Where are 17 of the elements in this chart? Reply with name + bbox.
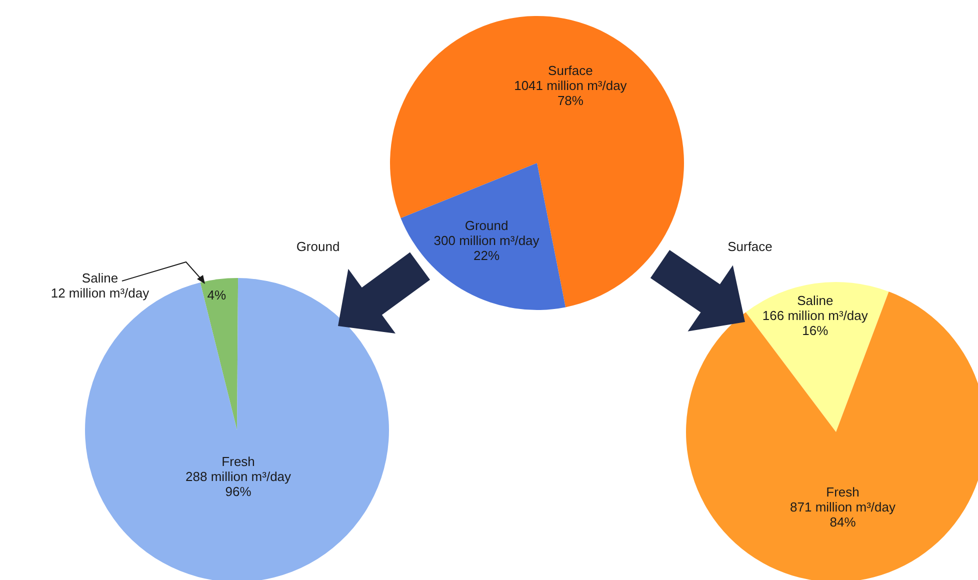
chart-title: Ground xyxy=(295,239,341,254)
slice-label: Saline xyxy=(82,270,118,286)
text: 12 million m³/day 4% xyxy=(50,286,226,304)
pie-slice xyxy=(200,278,238,430)
data-label: 871 million m³/day 84% xyxy=(790,500,896,530)
data-label: 166 million m³/day 16% xyxy=(762,308,868,339)
slice-label: Ground xyxy=(464,218,508,234)
data-label: 1041 million m³/day 78% xyxy=(514,78,628,108)
slice-label: Fresh xyxy=(826,485,860,500)
slice-label: Fresh xyxy=(222,454,255,470)
pie-slice xyxy=(390,16,684,308)
data-label: 300 million m³/day 22% xyxy=(434,233,540,264)
slice-label: Surface xyxy=(548,63,593,78)
pie-slice xyxy=(400,163,566,310)
data-label: 288 million m³/day 96% xyxy=(186,469,292,500)
slice-label: Saline xyxy=(797,294,834,309)
chart-title: Surface xyxy=(726,239,774,254)
